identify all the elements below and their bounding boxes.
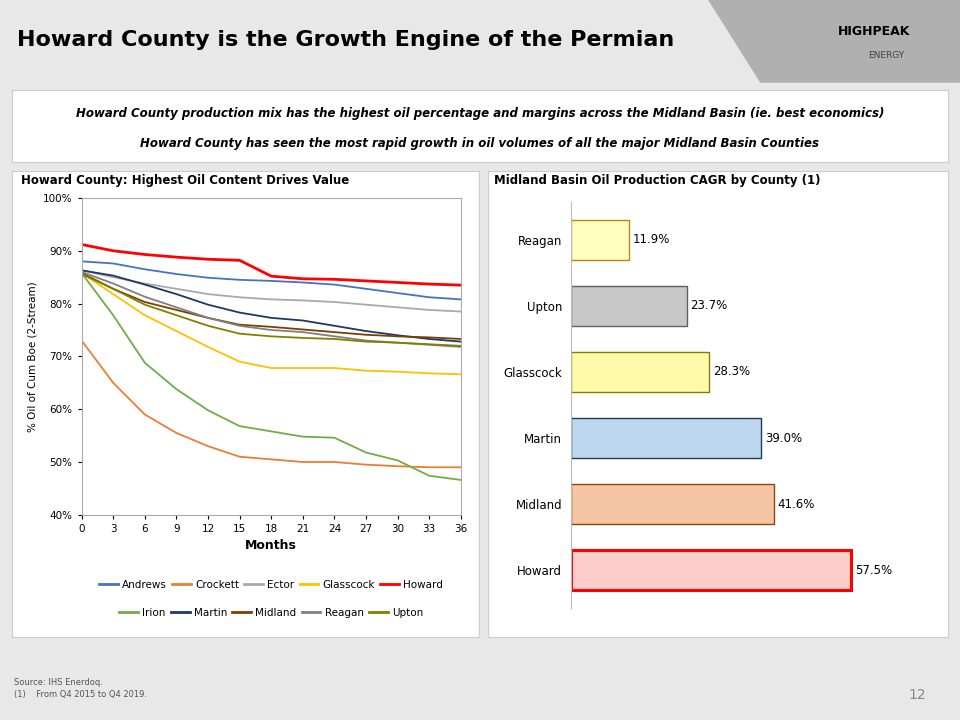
Text: ENERGY: ENERGY <box>868 51 904 60</box>
Polygon shape <box>708 0 960 83</box>
Y-axis label: % Oil of Cum Boe (2-Stream): % Oil of Cum Boe (2-Stream) <box>28 281 37 432</box>
Bar <box>571 220 629 260</box>
Text: Howard County has seen the most rapid growth in oil volumes of all the major Mid: Howard County has seen the most rapid gr… <box>140 138 820 150</box>
Bar <box>571 418 761 458</box>
Legend: Irion, Martin, Midland, Reagan, Upton: Irion, Martin, Midland, Reagan, Upton <box>115 604 427 622</box>
Text: Source: IHS Enerdoq.: Source: IHS Enerdoq. <box>14 678 104 687</box>
Bar <box>571 352 709 392</box>
Text: 12: 12 <box>908 688 925 702</box>
Text: (1)    From Q4 2015 to Q4 2019.: (1) From Q4 2015 to Q4 2019. <box>14 690 148 698</box>
Text: Howard County production mix has the highest oil percentage and margins across t: Howard County production mix has the hig… <box>76 107 884 120</box>
Bar <box>571 286 686 325</box>
Text: 41.6%: 41.6% <box>778 498 815 510</box>
Bar <box>571 550 852 590</box>
Text: Howard County: Highest Oil Content Drives Value: Howard County: Highest Oil Content Drive… <box>21 174 349 187</box>
Bar <box>571 485 774 524</box>
Text: 57.5%: 57.5% <box>855 564 892 577</box>
Text: Howard County is the Growth Engine of the Permian: Howard County is the Growth Engine of th… <box>17 30 675 50</box>
Text: 39.0%: 39.0% <box>765 431 803 444</box>
Text: 11.9%: 11.9% <box>633 233 670 246</box>
Text: Midland Basin Oil Production CAGR by County (1): Midland Basin Oil Production CAGR by Cou… <box>494 174 821 187</box>
X-axis label: Months: Months <box>245 539 298 552</box>
Text: HIGHPEAK: HIGHPEAK <box>838 25 910 38</box>
Text: 23.7%: 23.7% <box>690 300 728 312</box>
Text: 28.3%: 28.3% <box>713 366 750 379</box>
